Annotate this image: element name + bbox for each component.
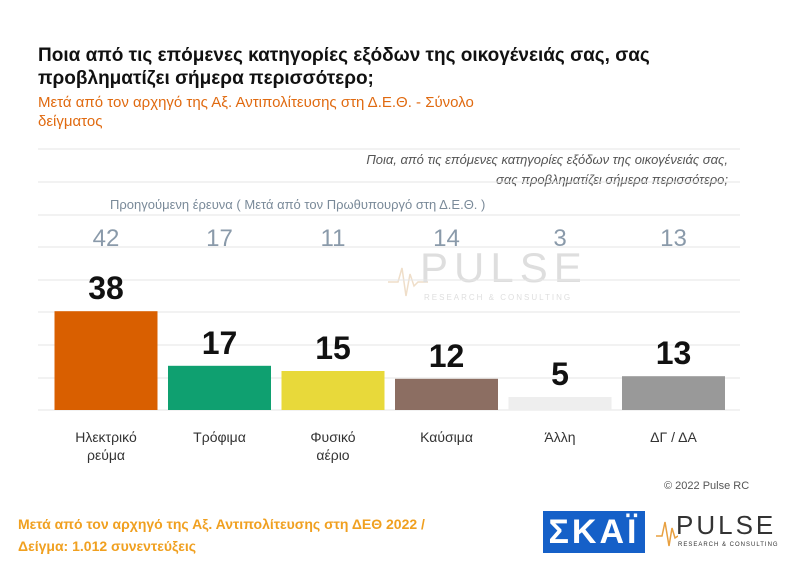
data-label-4: 5 [551,356,569,392]
bar-5 [622,376,725,410]
category-label-1: Τρόφιμα [193,429,246,445]
previous-value-1: 17 [206,225,233,252]
footer-line1: Μετά από τον αρχηγό της Αξ. Αντιπολίτευσ… [18,516,425,532]
pulse-watermark: PULSE RESEARCH & CONSULTING [388,244,582,310]
previous-value-0: 42 [93,225,120,252]
bar-1 [168,365,271,410]
footer-line2: Δείγμα: 1.012 συνεντεύξεις [18,538,197,554]
category-label-4: Άλλη [544,429,575,445]
data-label-3: 12 [429,338,465,374]
data-label-1: 17 [202,325,238,361]
bar-3 [395,378,498,410]
data-label-0: 38 [88,270,124,306]
footer-note: Μετά από τον αρχηγό της Αξ. Αντιπολίτευσ… [18,513,425,557]
skai-logo: ΣΚΑΪ [543,511,645,553]
pulse-logo: PULSE RESEARCH & CONSULTING [656,508,778,556]
pulse-logo-tagline: RESEARCH & CONSULTING [678,542,779,548]
data-label-5: 13 [656,335,692,371]
category-label-3: Καύσιμα [420,429,473,445]
inner-question-line2: σας προβληματίζει σήμερα περισσότερο; [496,172,728,187]
chart-title: Ποια από τις επόμενες κατηγορίες εξόδων … [38,45,650,89]
category-label-2: Φυσικό αέριο [310,429,355,463]
bar-chart: 38 42 Ηλεκτρικό ρεύμα 17 17 Τρόφιμα 15 11 Φυσικό α… [38,148,740,463]
previous-value-4: 3 [553,225,566,252]
previous-survey-label: Προηγούμενη έρευνα ( Μετά από τον Πρωθυπ… [110,197,486,212]
previous-value-2: 11 [321,225,346,252]
bar-0 [54,311,158,410]
data-label-2: 15 [315,330,351,366]
category-label-5: ΔΓ / ΔΑ [650,429,697,445]
copyright: © 2022 Pulse RC [664,480,750,492]
bar-2 [281,371,385,410]
bar-4 [508,397,612,410]
pulse-logo-wave-icon [656,521,678,547]
pulse-logo-text: PULSE [676,510,777,540]
previous-value-5: 13 [660,225,687,252]
inner-question-line1: Ποια, από τις επόμενες κατηγορίες εξόδων… [366,152,728,167]
watermark-tagline: RESEARCH & CONSULTING [424,293,573,302]
chart-subtitle: Μετά από τον αρχηγό της Αξ. Αντιπολίτευσ… [38,94,474,130]
inner-question: Ποια, από τις επόμενες κατηγορίες εξόδων… [300,150,728,190]
previous-value-3: 14 [433,225,460,252]
category-label-0: Ηλεκτρικό ρεύμα [75,429,137,463]
watermark-brand: PULSE [420,244,588,291]
